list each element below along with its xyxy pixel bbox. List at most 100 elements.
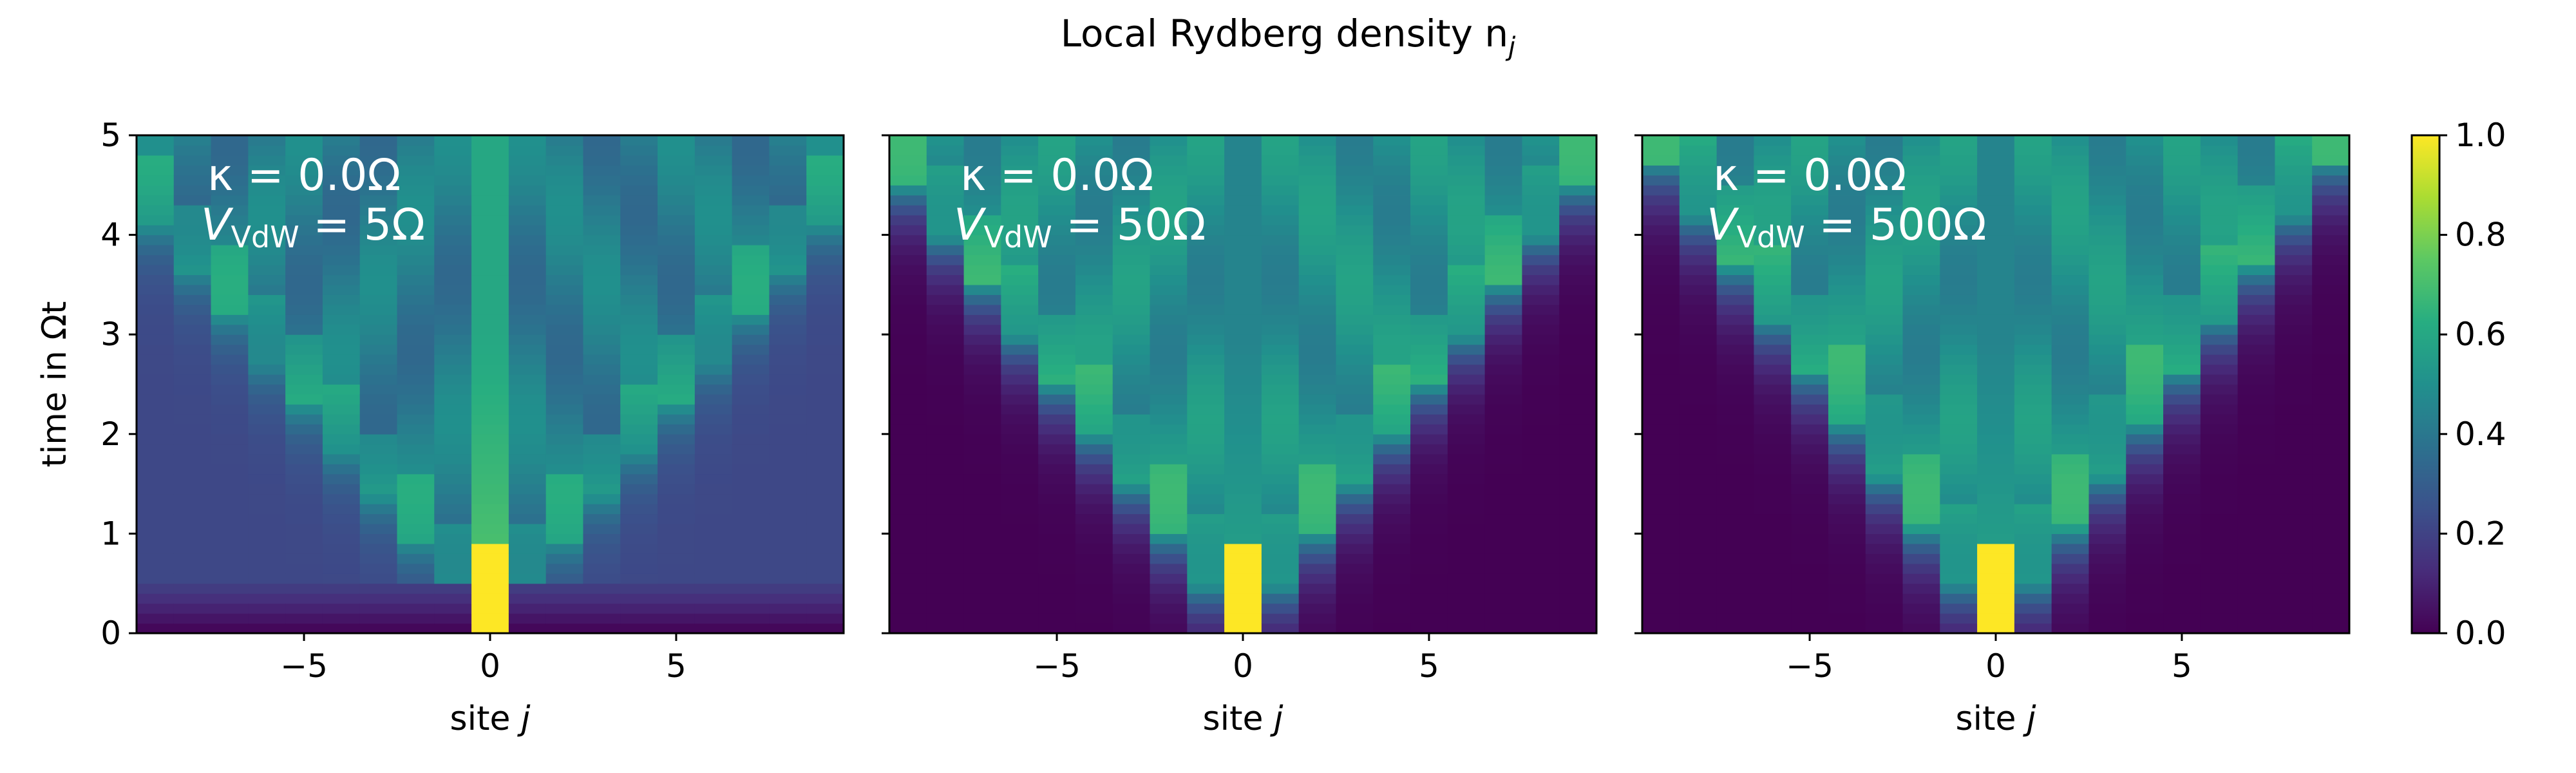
heatmap-cell [322, 245, 361, 256]
heatmap-cell [1298, 434, 1337, 444]
heatmap-cell [1522, 593, 1560, 604]
heatmap-cell [322, 504, 361, 515]
heatmap-cell [285, 344, 323, 355]
heatmap-cell [620, 603, 658, 614]
heatmap-cell [1038, 543, 1076, 554]
heatmap-cell [2200, 603, 2239, 614]
heatmap-cell [1522, 314, 1560, 325]
heatmap-cell [1679, 484, 1718, 495]
heatmap-cell [1642, 135, 1680, 146]
heatmap-cell [1038, 414, 1076, 425]
heatmap-cell [1940, 155, 1978, 166]
heatmap-cell [806, 424, 844, 435]
heatmap-cell [1447, 215, 1486, 225]
heatmap-cell [658, 523, 696, 534]
heatmap-cell [1150, 294, 1188, 305]
heatmap-cell [1484, 414, 1523, 425]
heatmap-cell [1977, 304, 2015, 315]
heatmap-cell [963, 284, 1001, 295]
heatmap-cell [1865, 484, 1904, 495]
heatmap-cell [926, 334, 965, 345]
heatmap-cell [806, 563, 844, 574]
heatmap-cell [889, 453, 927, 464]
heatmap-cell [2163, 493, 2201, 504]
heatmap-cell [583, 464, 621, 475]
heatmap-cell [1522, 444, 1560, 455]
heatmap-cell [889, 165, 927, 176]
heatmap-cell [1001, 344, 1039, 355]
heatmap-cell [397, 583, 435, 594]
heatmap-cell [1865, 195, 1904, 205]
heatmap-cell [508, 344, 547, 355]
heatmap-cell [1865, 324, 1904, 335]
heatmap-cell [1336, 593, 1374, 604]
heatmap-cell [173, 324, 212, 335]
heatmap-cell [508, 404, 547, 415]
heatmap-cell [1977, 424, 2015, 435]
heatmap-cell [2014, 453, 2052, 464]
heatmap-cell [694, 254, 733, 265]
heatmap-cell [1522, 493, 1560, 504]
heatmap-cell [1902, 135, 1940, 146]
heatmap-cell [1679, 533, 1718, 544]
heatmap-cell [1902, 533, 1940, 544]
heatmap-cell [1261, 284, 1300, 295]
heatmap-cell [1791, 563, 1829, 574]
heatmap-cell [248, 414, 286, 425]
heatmap-cell [1038, 583, 1076, 594]
heatmap-cell [963, 504, 1001, 515]
heatmap-cell [248, 523, 286, 534]
heatmap-cell [1559, 394, 1597, 405]
heatmap-cell [658, 404, 696, 415]
heatmap-cell [658, 424, 696, 435]
heatmap-cell [2163, 603, 2201, 614]
heatmap-cell [434, 484, 472, 495]
heatmap-cell [1865, 434, 1904, 444]
heatmap-cell [1075, 264, 1113, 276]
heatmap-cell [322, 314, 361, 325]
heatmap-cell [1791, 553, 1829, 564]
heatmap-cell [1940, 274, 1978, 285]
heatmap-cell [2312, 563, 2350, 574]
heatmap-cell [2163, 623, 2201, 634]
heatmap-cell [620, 593, 658, 604]
heatmap-cell [508, 135, 547, 146]
heatmap-cell [1410, 274, 1448, 285]
heatmap-cell [2163, 523, 2201, 534]
heatmap-cell [1038, 623, 1076, 634]
heatmap-cell [1112, 613, 1151, 624]
heatmap-cell [2014, 603, 2052, 614]
heatmap-cell [2014, 195, 2052, 205]
heatmap-cell [2126, 553, 2164, 564]
heatmap-cell [1679, 523, 1718, 534]
heatmap-cell [2088, 493, 2126, 504]
heatmap-cell [471, 553, 509, 564]
heatmap-cell [620, 434, 658, 444]
heatmap-cell [1410, 533, 1448, 544]
heatmap-cell [545, 344, 584, 355]
heatmap-cell [1150, 553, 1188, 564]
heatmap-cell [2237, 215, 2276, 225]
heatmap-cell [434, 573, 472, 584]
heatmap-cell [1716, 553, 1754, 564]
heatmap-cell [1001, 434, 1039, 444]
heatmap-cell [694, 504, 733, 515]
heatmap-cell [658, 324, 696, 335]
heatmap-cell [359, 613, 398, 624]
heatmap-cell [1791, 364, 1829, 375]
heatmap-cell [806, 473, 844, 484]
heatmap-cell [1224, 225, 1262, 236]
heatmap-cell [732, 484, 770, 495]
heatmap-cell [1791, 603, 1829, 614]
heatmap-cell [508, 484, 547, 495]
heatmap-cell [1410, 264, 1448, 276]
heatmap-cell [1038, 444, 1076, 455]
heatmap-cell [926, 603, 965, 614]
heatmap-cell [545, 453, 584, 464]
heatmap-cell [769, 553, 807, 564]
heatmap-cell [322, 623, 361, 634]
heatmap-cell [1112, 394, 1151, 405]
heatmap-cell [658, 354, 696, 365]
heatmap-cell [2312, 175, 2350, 186]
heatmap-cell [732, 513, 770, 524]
